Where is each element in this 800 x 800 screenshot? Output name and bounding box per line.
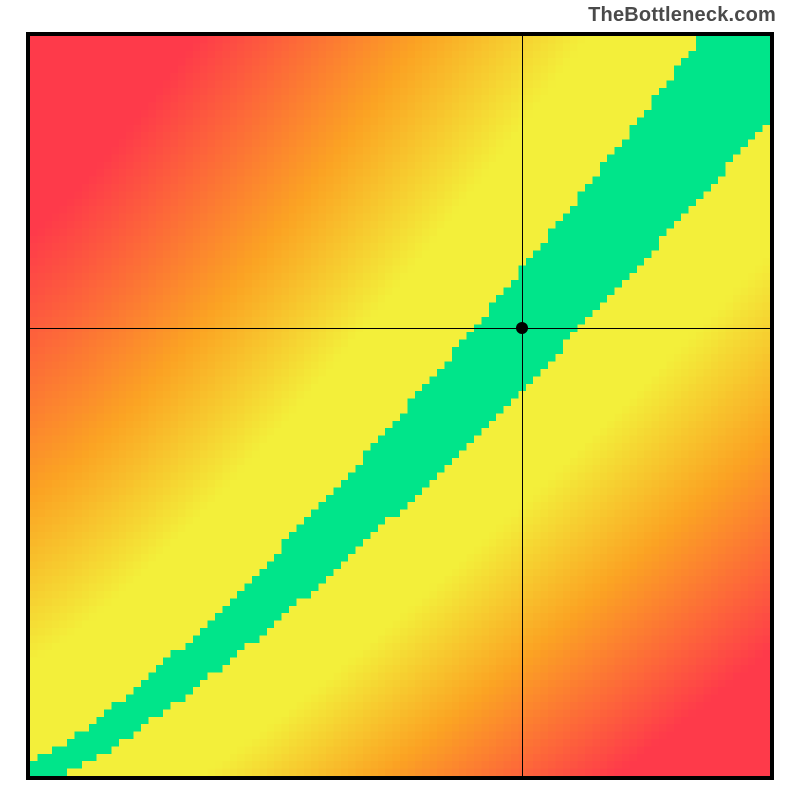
plot-border xyxy=(26,32,774,780)
frame: TheBottleneck.com xyxy=(0,0,800,800)
crosshair-horizontal xyxy=(30,328,770,329)
bottleneck-heatmap xyxy=(30,36,770,776)
crosshair-vertical xyxy=(522,36,523,776)
plot-area xyxy=(30,36,770,776)
watermark-text: TheBottleneck.com xyxy=(588,4,776,27)
